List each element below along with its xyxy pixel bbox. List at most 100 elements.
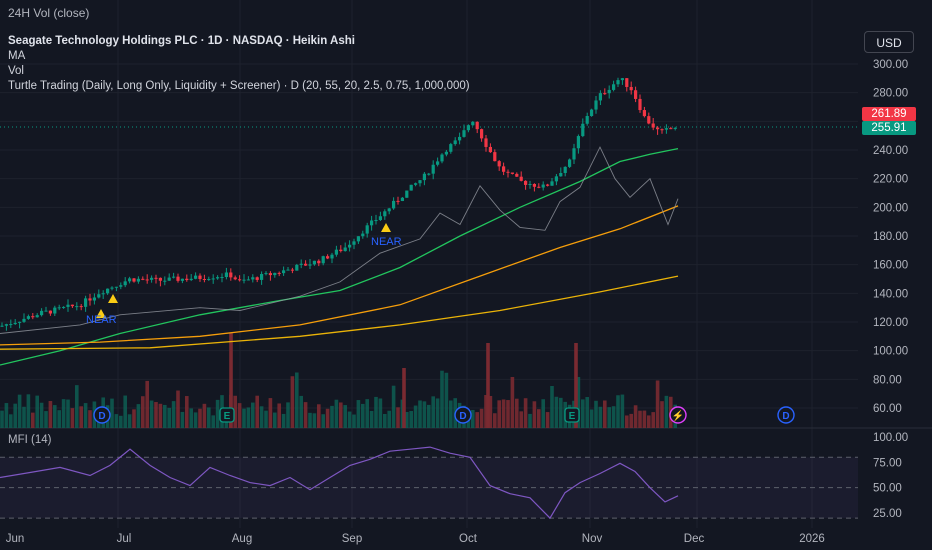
candle-body xyxy=(92,297,96,301)
price-axis-label: 120.00 xyxy=(873,317,908,329)
volume-bar xyxy=(405,411,409,428)
mfi-line xyxy=(0,446,679,520)
volume-bar xyxy=(48,401,53,428)
candle-body xyxy=(233,277,237,280)
volume-bar xyxy=(365,399,369,428)
volume-bar xyxy=(127,414,132,428)
mfi-axis-label: 50.00 xyxy=(873,483,902,495)
candle-body xyxy=(466,125,470,131)
legend-ma[interactable]: MA xyxy=(8,50,26,62)
candle-body xyxy=(26,316,30,319)
price-axis-label: 60.00 xyxy=(873,403,902,415)
volume-bar xyxy=(211,415,215,428)
volume-bar xyxy=(295,372,299,428)
time-axis-label: Aug xyxy=(232,533,252,545)
legend-turtle[interactable]: Turtle Trading (Daily, Long Only, Liquid… xyxy=(8,80,470,92)
candle-body xyxy=(594,100,598,110)
candle-body xyxy=(651,123,655,128)
candle-body xyxy=(101,293,105,295)
candle-body xyxy=(537,186,541,188)
candle-body xyxy=(317,260,321,264)
volume-bar xyxy=(479,408,484,428)
symbol-title[interactable]: Seagate Technology Holdings PLC · 1D · N… xyxy=(8,35,355,47)
candle-body xyxy=(88,298,92,301)
candle-body xyxy=(251,277,255,280)
candle-body xyxy=(444,151,448,155)
mfi-title[interactable]: MFI (14) xyxy=(8,434,52,446)
price-axis-label: 220.00 xyxy=(873,174,908,186)
volume-bar xyxy=(110,398,114,428)
volume-bar xyxy=(57,410,61,428)
volume-bar xyxy=(352,414,356,428)
candle-body xyxy=(176,276,180,281)
volume-bar xyxy=(347,411,352,428)
volume-bar xyxy=(506,400,510,428)
candle-body xyxy=(471,121,475,126)
volume-bar xyxy=(185,396,189,428)
volume-bar xyxy=(325,408,330,428)
candle-body xyxy=(145,279,149,281)
time-axis-label: Nov xyxy=(582,533,603,545)
earnings-icon xyxy=(564,407,580,423)
candle-body xyxy=(255,277,259,280)
candle-body xyxy=(334,249,338,255)
volume-bar xyxy=(625,415,629,428)
candle-body xyxy=(216,277,220,279)
price-axis-label: 160.00 xyxy=(873,260,908,272)
volume-bar xyxy=(264,410,268,428)
candle-body xyxy=(554,176,558,182)
candle-body xyxy=(211,278,215,280)
volume-bar xyxy=(585,397,589,428)
candle-body xyxy=(396,200,400,202)
candle-body xyxy=(656,127,660,130)
candle-body xyxy=(238,279,242,281)
candle-body xyxy=(484,138,488,147)
volume-bar xyxy=(475,412,479,428)
volume-bar xyxy=(515,398,519,428)
split-icon-label: ⚡ xyxy=(672,409,684,422)
candle-body xyxy=(229,272,233,278)
volume-bar xyxy=(259,406,264,428)
candle-body xyxy=(524,180,528,185)
candle-body xyxy=(150,277,154,280)
volume-bar xyxy=(374,396,378,428)
volume-bar xyxy=(660,401,664,428)
volume-bar xyxy=(207,407,211,428)
candlesticks xyxy=(0,77,677,331)
candle-body xyxy=(277,272,281,274)
volume-bar xyxy=(242,408,246,428)
volume-bar xyxy=(35,395,39,428)
volume-bar xyxy=(369,410,374,428)
volume-bar xyxy=(510,376,515,428)
candle-body xyxy=(172,276,176,278)
volume-bar xyxy=(9,414,13,428)
legend-vol[interactable]: Vol xyxy=(8,65,24,77)
candle-body xyxy=(449,144,453,152)
candle-body xyxy=(224,272,228,278)
volume-bar xyxy=(418,400,422,428)
volume-bar xyxy=(550,385,554,428)
volume-bar xyxy=(603,400,607,428)
candle-body xyxy=(629,86,633,91)
candle-body xyxy=(141,278,145,280)
candle-body xyxy=(414,183,418,185)
time-axis-label: Sep xyxy=(342,533,362,545)
candle-body xyxy=(48,310,52,314)
moving-averages xyxy=(0,146,679,366)
candle-body xyxy=(110,287,114,289)
candle-body xyxy=(603,93,607,95)
volume-bar xyxy=(149,400,154,428)
volume-bar xyxy=(237,403,242,428)
price-axis-label: 140.00 xyxy=(873,288,908,300)
candle-body xyxy=(22,318,26,322)
volume-bar xyxy=(594,400,598,428)
candle-body xyxy=(352,241,356,245)
volume-bar xyxy=(431,396,435,428)
volume-bar xyxy=(330,405,334,428)
volume-bar xyxy=(303,402,308,428)
volume-bar xyxy=(493,413,497,428)
currency-button[interactable]: USD xyxy=(864,31,914,53)
candle-body xyxy=(194,275,198,279)
volume-bar xyxy=(273,412,277,428)
